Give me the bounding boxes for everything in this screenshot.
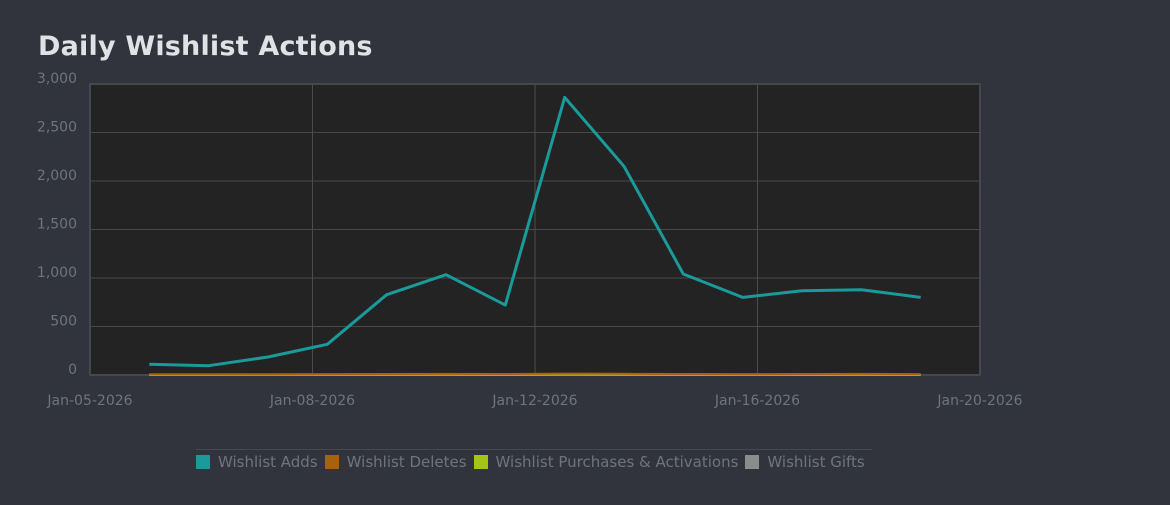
- legend-item-wishlist-deletes[interactable]: Wishlist Deletes: [324, 453, 467, 471]
- legend-swatch: [196, 455, 210, 469]
- legend-item-wishlist-gifts[interactable]: Wishlist Gifts: [745, 453, 865, 471]
- y-tick-label: 1,500: [37, 217, 77, 233]
- legend-label: Wishlist Gifts: [767, 453, 865, 471]
- series-line-wishlist-deletes: [149, 372, 921, 376]
- legend-label: Wishlist Deletes: [346, 453, 467, 471]
- chart-title: Daily Wishlist Actions: [38, 31, 373, 62]
- x-tick-label: Jan-12-2026: [491, 393, 577, 409]
- legend-swatch: [745, 455, 760, 469]
- series-line-wishlist-adds: [149, 95, 921, 368]
- y-tick-label: 500: [50, 314, 77, 330]
- y-tick-label: 1,000: [37, 265, 77, 281]
- legend: Wishlist Adds Wishlist Deletes Wishlist …: [196, 449, 872, 471]
- legend-label: Wishlist Purchases & Activations: [495, 453, 739, 471]
- x-tick-label: Jan-16-2026: [714, 393, 800, 409]
- y-tick-label: 2,500: [37, 120, 77, 136]
- x-tick-label: Jan-05-2026: [46, 393, 132, 409]
- y-tick-label: 2,000: [37, 168, 77, 184]
- x-tick-label: Jan-20-2026: [936, 393, 1022, 409]
- y-tick-label: 0: [68, 362, 77, 378]
- x-tick-label: Jan-08-2026: [269, 393, 355, 409]
- y-tick-label: 3,000: [37, 71, 77, 87]
- legend-label: Wishlist Adds: [218, 453, 318, 471]
- legend-item-wishlist-adds[interactable]: Wishlist Adds: [196, 453, 318, 471]
- legend-swatch: [473, 455, 488, 469]
- legend-item-wishlist-purchases[interactable]: Wishlist Purchases & Activations: [473, 453, 739, 471]
- legend-swatch: [324, 455, 339, 469]
